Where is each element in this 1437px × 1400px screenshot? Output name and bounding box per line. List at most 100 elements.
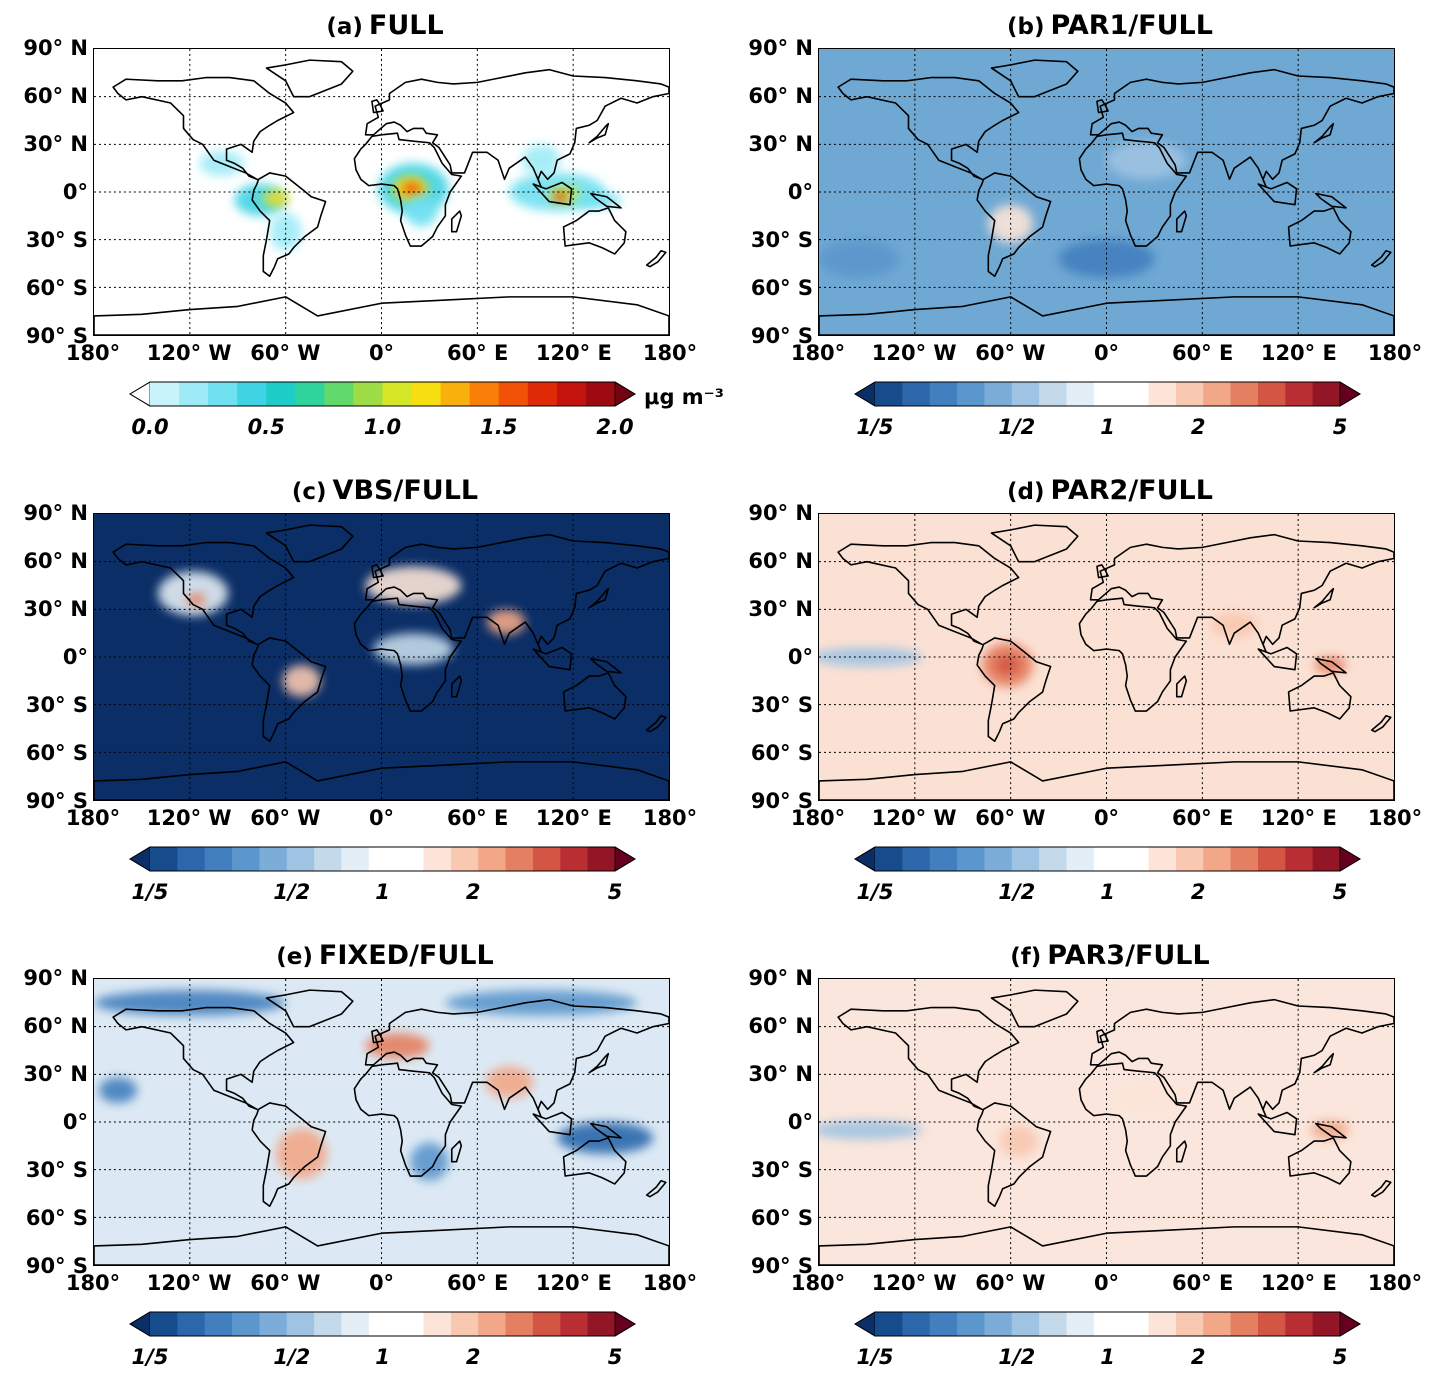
colorbar-svg bbox=[854, 381, 1361, 407]
coastline-south-america bbox=[976, 172, 1052, 278]
colorbar-swatch bbox=[875, 1312, 903, 1336]
lat-tick-label: 60° N bbox=[23, 1014, 88, 1038]
field-blob bbox=[819, 647, 923, 667]
colorbar-svg bbox=[854, 1311, 1361, 1337]
field-blob bbox=[994, 655, 1021, 675]
coastline-borneo-sumatra bbox=[1257, 181, 1298, 206]
lat-tick-label: 30° S bbox=[750, 1158, 813, 1182]
lat-tick-label: 30° S bbox=[750, 693, 813, 717]
lat-tick-label: 30° S bbox=[25, 1158, 88, 1182]
colorbar-swatch bbox=[875, 382, 903, 406]
colorbar bbox=[854, 1311, 1361, 1337]
coastline-uk bbox=[1096, 564, 1109, 579]
colorbar-swatch bbox=[440, 382, 471, 406]
map-area bbox=[93, 48, 670, 336]
colorbar-swatch bbox=[1011, 382, 1040, 406]
panel-title: (c) VBS/FULL bbox=[90, 475, 680, 508]
colorbar-swatch bbox=[232, 847, 261, 871]
lon-tick-label: 120° W bbox=[146, 341, 232, 365]
lat-tick-label: 30° S bbox=[25, 693, 88, 717]
lon-tick-label: 60° E bbox=[446, 806, 509, 830]
colorbar-tick-label: 1 bbox=[375, 880, 390, 904]
lon-tick-label: 120° E bbox=[535, 341, 612, 365]
lat-tick-label: 60° S bbox=[750, 741, 813, 765]
lon-tick-label: 120° E bbox=[1260, 806, 1337, 830]
colorbar-swatch bbox=[204, 1312, 233, 1336]
coastline-eurasia bbox=[364, 998, 669, 1119]
colorbar-swatch bbox=[1066, 382, 1095, 406]
colorbar-tick-label: 1/2 bbox=[273, 880, 311, 904]
colorbar-tick-label: 1/5 bbox=[131, 1345, 169, 1369]
lon-tick-label: 120° W bbox=[146, 806, 232, 830]
colorbar-swatch bbox=[1121, 382, 1150, 406]
field-blob bbox=[1106, 141, 1187, 180]
panel-title-text: PAR2/FULL bbox=[1050, 475, 1213, 506]
field-blob bbox=[405, 195, 438, 227]
coastline-new-zealand bbox=[1370, 714, 1392, 733]
lat-tick-label: 30° S bbox=[750, 228, 813, 252]
lat-tick-label: 60° N bbox=[748, 1014, 813, 1038]
coastline-south-america bbox=[976, 1102, 1052, 1208]
panel-title-text: VBS/FULL bbox=[332, 475, 479, 506]
field-blob bbox=[819, 1120, 923, 1140]
lon-tick-label: 180° bbox=[642, 341, 698, 365]
lon-tick-label: 60° E bbox=[446, 341, 509, 365]
coastline-eurasia bbox=[364, 533, 669, 654]
coastline-japan bbox=[1313, 587, 1335, 609]
coastline-new-guinea bbox=[589, 657, 622, 674]
coastline-borneo-sumatra bbox=[532, 1111, 573, 1136]
coastline-greenland bbox=[990, 989, 1079, 1028]
colorbar-swatch bbox=[587, 847, 616, 871]
colorbar-tick-label: 1/2 bbox=[273, 1345, 311, 1369]
lat-tick-label: 60° N bbox=[23, 549, 88, 573]
colorbar-swatch bbox=[382, 382, 413, 406]
colorbar-extend-high bbox=[1339, 1311, 1361, 1337]
coastline-new-guinea bbox=[1314, 1122, 1347, 1139]
map-svg bbox=[819, 49, 1394, 335]
panel-label: (e) bbox=[276, 944, 313, 970]
coastline-south-america bbox=[251, 1102, 327, 1208]
coastline-greenland bbox=[265, 59, 354, 98]
colorbar-swatch bbox=[1203, 847, 1232, 871]
panel-label: (f) bbox=[1010, 944, 1042, 970]
colorbar-tick-label: 2 bbox=[465, 880, 481, 904]
colorbar-swatch bbox=[560, 1312, 589, 1336]
coastline-new-guinea bbox=[1314, 192, 1347, 209]
lat-tick-label: 90° S bbox=[750, 324, 813, 348]
lon-tick-label: 180° bbox=[790, 341, 846, 365]
colorbar-swatch bbox=[587, 1312, 616, 1336]
lat-tick-label: 30° N bbox=[23, 132, 88, 156]
lon-tick-label: 60° W bbox=[975, 1271, 1046, 1295]
colorbar-swatch bbox=[396, 847, 425, 871]
colorbar-extend-low bbox=[854, 1311, 876, 1337]
colorbar-swatch bbox=[314, 847, 343, 871]
coastline-japan bbox=[588, 122, 610, 144]
colorbar-swatch bbox=[929, 1312, 958, 1336]
colorbar-swatch bbox=[1039, 382, 1068, 406]
colorbar-swatch bbox=[1203, 1312, 1232, 1336]
colorbar-swatch bbox=[1039, 847, 1068, 871]
lat-tick-label: 60° S bbox=[25, 276, 88, 300]
lon-tick-label: 180° bbox=[1367, 806, 1423, 830]
colorbar bbox=[129, 846, 636, 872]
colorbar-swatch bbox=[396, 1312, 425, 1336]
lat-tick-label: 60° N bbox=[748, 549, 813, 573]
coastline-new-zealand bbox=[645, 1179, 667, 1198]
coastline-greenland bbox=[990, 524, 1079, 563]
colorbar-outline bbox=[854, 1311, 1361, 1337]
coastline-new-guinea bbox=[589, 1122, 622, 1139]
colorbar-swatch bbox=[204, 847, 233, 871]
colorbar-swatch bbox=[1093, 1312, 1122, 1336]
colorbar-swatch bbox=[179, 382, 209, 406]
field-blob bbox=[819, 239, 899, 278]
coastline-australia bbox=[562, 672, 627, 720]
colorbar-tick-label: 5 bbox=[607, 1345, 623, 1369]
colorbar-extend-low bbox=[129, 1311, 151, 1337]
colorbar-outline bbox=[129, 846, 636, 872]
lon-tick-label: 180° bbox=[642, 1271, 698, 1295]
colorbar-swatch bbox=[1230, 1312, 1259, 1336]
coastline-north-america bbox=[112, 1006, 295, 1111]
lon-tick-label: 120° E bbox=[1260, 1271, 1337, 1295]
coastline-eurasia bbox=[1089, 533, 1394, 654]
lat-tick-label: 30° N bbox=[748, 597, 813, 621]
